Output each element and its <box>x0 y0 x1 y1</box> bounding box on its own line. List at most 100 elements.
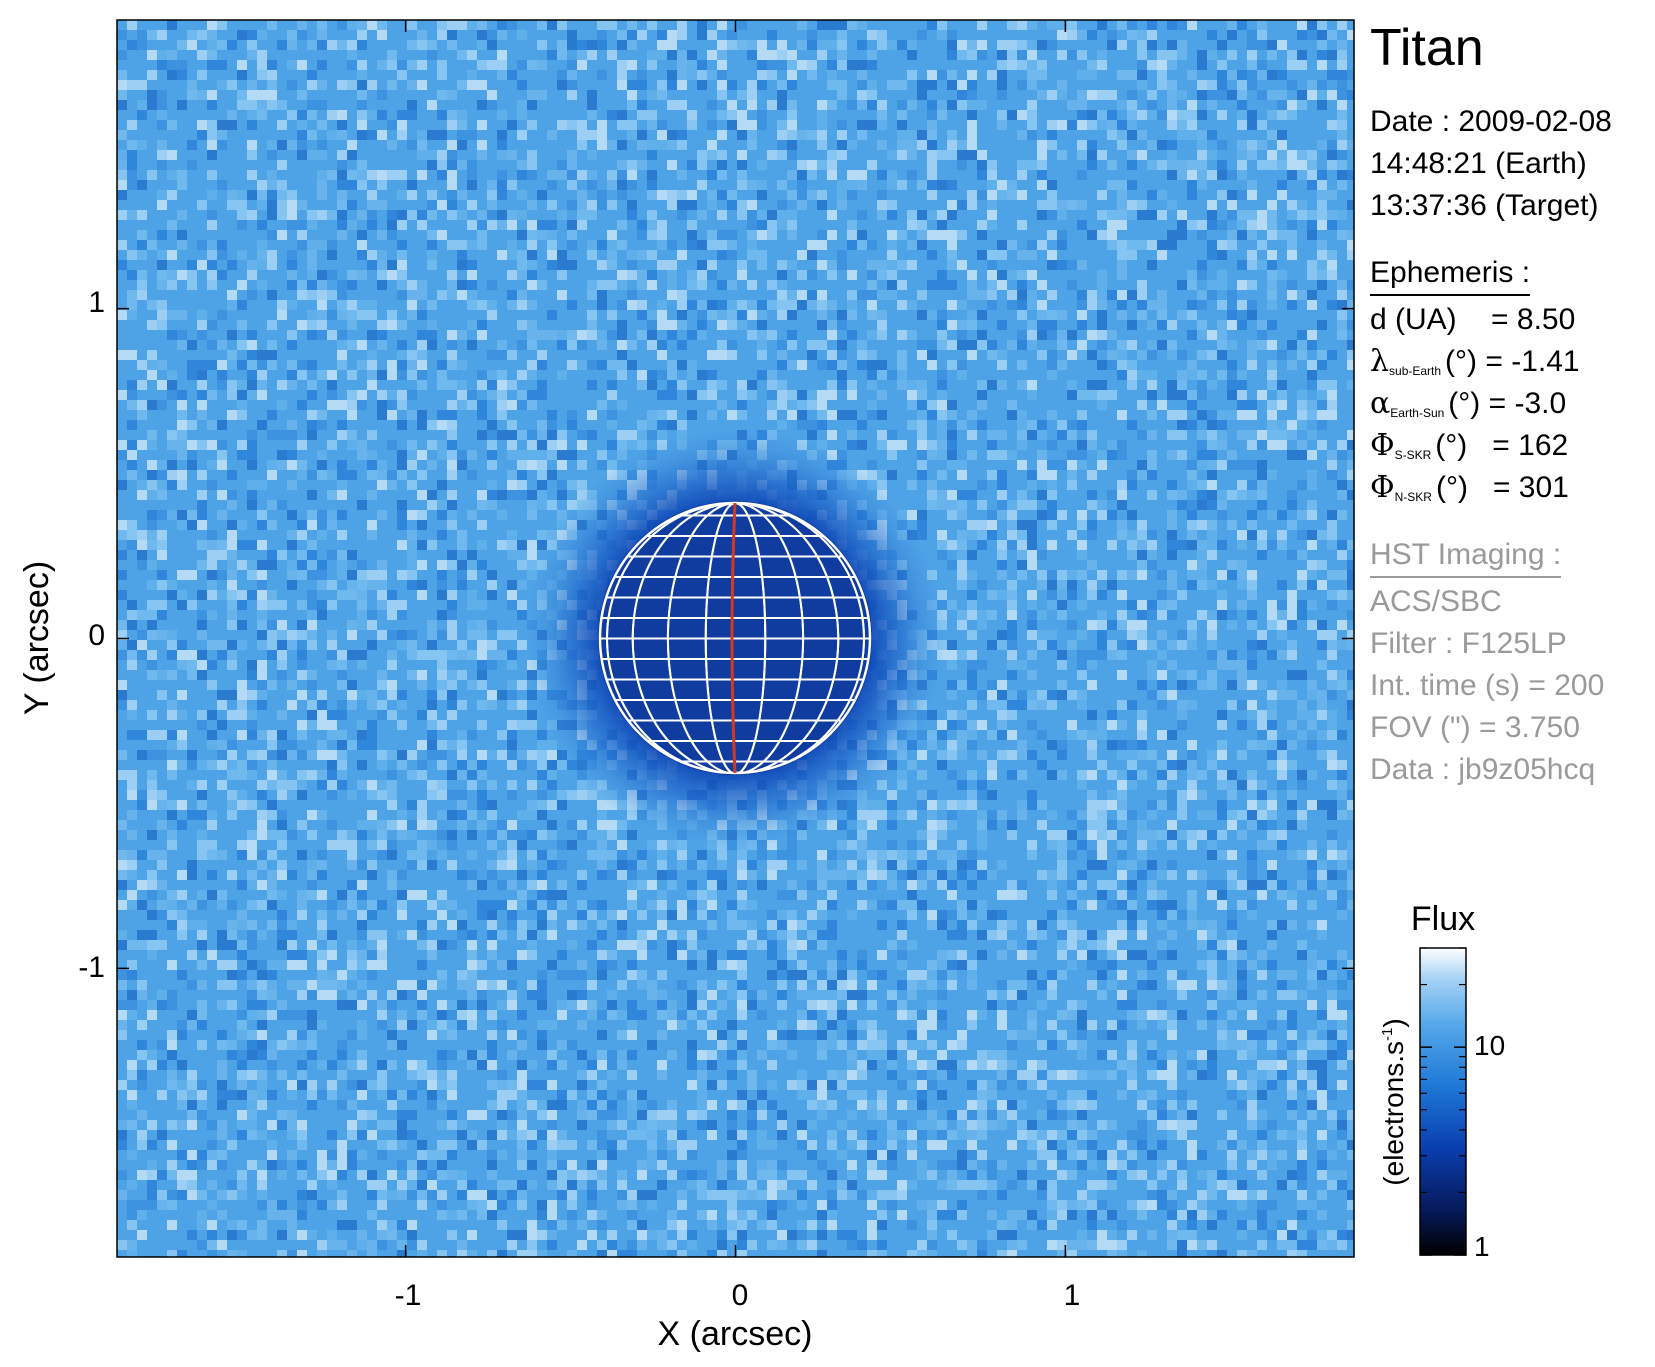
noise-pixel <box>1287 500 1297 510</box>
noise-pixel <box>117 150 127 160</box>
noise-pixel <box>117 520 127 530</box>
noise-pixel <box>397 260 407 270</box>
noise-pixel <box>1347 420 1354 430</box>
noise-pixel <box>987 490 997 500</box>
noise-pixel <box>337 280 347 290</box>
noise-pixel <box>197 260 207 270</box>
noise-pixel <box>387 630 397 640</box>
noise-pixel <box>237 560 247 570</box>
noise-pixel <box>1317 30 1327 40</box>
noise-pixel <box>1237 20 1247 30</box>
noise-pixel <box>127 520 137 530</box>
noise-pixel <box>1187 70 1197 80</box>
noise-pixel <box>417 510 427 520</box>
noise-pixel <box>157 530 167 540</box>
noise-pixel <box>1347 30 1354 40</box>
noise-pixel <box>1337 40 1347 50</box>
noise-pixel <box>1007 300 1017 310</box>
noise-pixel <box>217 460 227 470</box>
noise-pixel <box>957 490 967 500</box>
noise-pixel <box>327 710 337 720</box>
noise-pixel <box>927 300 937 310</box>
noise-pixel <box>1007 630 1017 640</box>
noise-pixel <box>1137 70 1147 80</box>
noise-pixel <box>377 230 387 240</box>
noise-pixel <box>357 720 367 730</box>
noise-pixel <box>607 310 617 320</box>
noise-pixel <box>847 290 857 300</box>
noise-pixel <box>1087 620 1097 630</box>
noise-pixel <box>337 490 347 500</box>
noise-pixel <box>267 360 277 370</box>
noise-pixel <box>957 300 967 310</box>
noise-pixel <box>1267 540 1277 550</box>
noise-pixel <box>1147 100 1157 110</box>
noise-pixel <box>457 540 467 550</box>
noise-pixel <box>1327 690 1337 700</box>
noise-pixel <box>347 650 357 660</box>
noise-pixel <box>577 480 587 490</box>
noise-pixel <box>1137 60 1147 70</box>
noise-pixel <box>987 700 997 710</box>
noise-pixel <box>257 30 267 40</box>
noise-pixel <box>1117 410 1127 420</box>
noise-pixel <box>567 350 577 360</box>
noise-pixel <box>287 280 297 290</box>
noise-pixel <box>177 100 187 110</box>
noise-pixel <box>307 40 317 50</box>
noise-pixel <box>247 420 257 430</box>
noise-pixel <box>487 220 497 230</box>
noise-pixel <box>617 120 627 130</box>
noise-pixel <box>1217 470 1227 480</box>
noise-pixel <box>267 290 277 300</box>
noise-pixel <box>287 190 297 200</box>
noise-pixel <box>257 730 267 740</box>
noise-pixel <box>1027 70 1037 80</box>
noise-pixel <box>1217 670 1227 680</box>
noise-pixel <box>1087 650 1097 660</box>
noise-pixel <box>1137 280 1147 290</box>
noise-pixel <box>1077 110 1087 120</box>
noise-pixel <box>637 160 647 170</box>
noise-pixel <box>927 400 937 410</box>
noise-pixel <box>947 150 957 160</box>
noise-pixel <box>937 430 947 440</box>
noise-pixel <box>217 120 227 130</box>
noise-pixel <box>807 60 817 70</box>
noise-pixel <box>237 360 247 370</box>
noise-pixel <box>1027 160 1037 170</box>
noise-pixel <box>647 430 657 440</box>
noise-pixel <box>1167 660 1177 670</box>
noise-pixel <box>557 270 567 280</box>
noise-pixel <box>447 360 457 370</box>
noise-pixel <box>1147 190 1157 200</box>
noise-pixel <box>757 120 767 130</box>
noise-pixel <box>267 170 277 180</box>
noise-pixel <box>847 430 857 440</box>
noise-pixel <box>697 20 707 30</box>
noise-pixel <box>207 560 217 570</box>
noise-pixel <box>227 260 237 270</box>
noise-pixel <box>317 240 327 250</box>
noise-pixel <box>887 250 897 260</box>
noise-pixel <box>347 440 357 450</box>
noise-pixel <box>967 450 977 460</box>
noise-pixel <box>737 90 747 100</box>
noise-pixel <box>717 40 727 50</box>
noise-pixel <box>497 280 507 290</box>
noise-pixel <box>817 400 827 410</box>
noise-pixel <box>1017 160 1027 170</box>
noise-pixel <box>567 500 577 510</box>
noise-pixel <box>957 460 967 470</box>
noise-pixel <box>267 90 277 100</box>
noise-pixel <box>377 600 387 610</box>
noise-pixel <box>1007 610 1017 620</box>
noise-pixel <box>1147 520 1157 530</box>
noise-pixel <box>1107 440 1117 450</box>
noise-pixel <box>797 180 807 190</box>
noise-pixel <box>857 60 867 70</box>
noise-pixel <box>927 710 937 720</box>
noise-pixel <box>247 570 257 580</box>
noise-pixel <box>977 240 987 250</box>
noise-pixel <box>797 40 807 50</box>
